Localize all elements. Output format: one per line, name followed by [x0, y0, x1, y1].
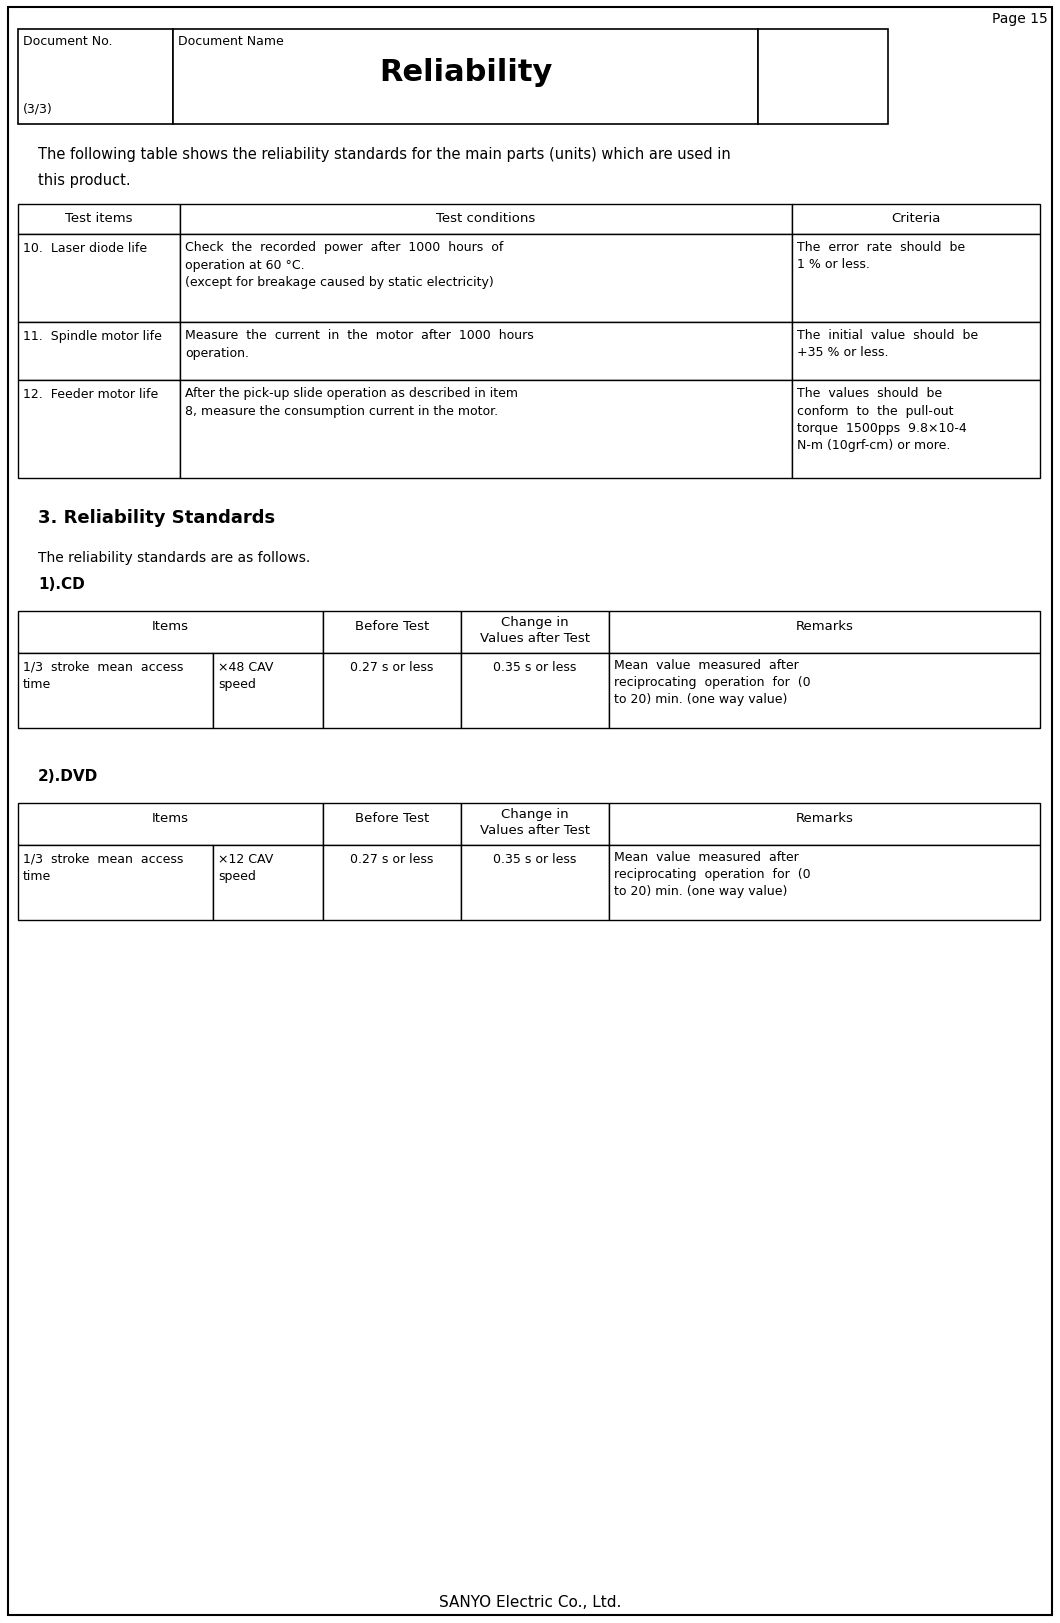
Text: Criteria: Criteria — [891, 213, 940, 226]
Bar — [18, 323, 180, 381]
Bar — [180, 235, 792, 323]
Text: 0.35 s or less: 0.35 s or less — [493, 661, 577, 674]
Bar — [792, 235, 1040, 323]
Bar — [18, 381, 180, 479]
Bar — [610, 654, 1040, 729]
Bar — [610, 612, 1040, 654]
Bar — [461, 803, 610, 846]
Text: 0.27 s or less: 0.27 s or less — [350, 852, 434, 865]
Text: Before Test: Before Test — [355, 620, 429, 633]
Text: The  values  should  be
conform  to  the  pull-out
torque  1500pps  9.8×10-4
N-m: The values should be conform to the pull… — [797, 386, 967, 453]
Bar — [461, 612, 610, 654]
Bar — [610, 803, 1040, 846]
Bar — [180, 381, 792, 479]
Text: 2).DVD: 2).DVD — [38, 769, 99, 784]
Bar — [213, 654, 323, 729]
Bar — [213, 846, 323, 920]
Bar — [18, 803, 323, 846]
Bar — [173, 29, 758, 125]
Text: The reliability standards are as follows.: The reliability standards are as follows… — [38, 550, 311, 565]
Text: 12.  Feeder motor life: 12. Feeder motor life — [23, 388, 158, 401]
Bar — [323, 846, 461, 920]
Bar — [18, 654, 213, 729]
Bar — [18, 235, 180, 323]
Text: Mean  value  measured  after
reciprocating  operation  for  (0
to 20) min. (one : Mean value measured after reciprocating … — [614, 659, 811, 704]
Text: Page 15: Page 15 — [992, 11, 1048, 26]
Text: 1).CD: 1).CD — [38, 576, 85, 592]
Text: 0.27 s or less: 0.27 s or less — [350, 661, 434, 674]
Bar — [792, 323, 1040, 381]
Text: 1/3  stroke  mean  access
time: 1/3 stroke mean access time — [23, 852, 183, 883]
Bar — [323, 803, 461, 846]
Bar — [180, 204, 792, 235]
Text: SANYO Electric Co., Ltd.: SANYO Electric Co., Ltd. — [439, 1594, 621, 1608]
Text: Items: Items — [152, 812, 189, 824]
Text: The  error  rate  should  be
1 % or less.: The error rate should be 1 % or less. — [797, 240, 965, 271]
Bar — [792, 204, 1040, 235]
Text: Change in
Values after Test: Change in Values after Test — [480, 808, 590, 837]
Text: 0.35 s or less: 0.35 s or less — [493, 852, 577, 865]
Bar — [758, 29, 888, 125]
Text: ×48 CAV
speed: ×48 CAV speed — [218, 661, 273, 691]
Text: ×12 CAV
speed: ×12 CAV speed — [218, 852, 273, 883]
Text: Document Name: Document Name — [178, 36, 284, 49]
Bar — [610, 846, 1040, 920]
Text: 1/3  stroke  mean  access
time: 1/3 stroke mean access time — [23, 661, 183, 691]
Bar — [323, 654, 461, 729]
Text: Remarks: Remarks — [796, 812, 853, 824]
Text: this product.: this product. — [38, 174, 130, 188]
Text: 10.  Laser diode life: 10. Laser diode life — [23, 242, 147, 255]
Text: After the pick-up slide operation as described in item
8, measure the consumptio: After the pick-up slide operation as des… — [186, 386, 518, 417]
Text: Mean  value  measured  after
reciprocating  operation  for  (0
to 20) min. (one : Mean value measured after reciprocating … — [614, 850, 811, 898]
Bar — [323, 612, 461, 654]
Text: The following table shows the reliability standards for the main parts (units) w: The following table shows the reliabilit… — [38, 148, 730, 162]
Text: Document No.: Document No. — [23, 36, 112, 49]
Text: Test conditions: Test conditions — [437, 213, 535, 226]
Text: 3. Reliability Standards: 3. Reliability Standards — [38, 508, 276, 527]
Bar — [180, 323, 792, 381]
Text: Items: Items — [152, 620, 189, 633]
Text: Reliability: Reliability — [378, 58, 552, 88]
Text: 11.  Spindle motor life: 11. Spindle motor life — [23, 329, 162, 342]
Text: Check  the  recorded  power  after  1000  hours  of
operation at 60 °C.
(except : Check the recorded power after 1000 hour… — [186, 240, 504, 289]
Text: Remarks: Remarks — [796, 620, 853, 633]
Text: The  initial  value  should  be
+35 % or less.: The initial value should be +35 % or les… — [797, 329, 978, 359]
Text: (3/3): (3/3) — [23, 102, 53, 115]
Bar — [792, 381, 1040, 479]
Text: Measure  the  current  in  the  motor  after  1000  hours
operation.: Measure the current in the motor after 1… — [186, 329, 534, 359]
Bar — [18, 612, 323, 654]
Text: Before Test: Before Test — [355, 812, 429, 824]
Text: Change in
Values after Test: Change in Values after Test — [480, 615, 590, 644]
Bar — [18, 204, 180, 235]
Bar — [18, 846, 213, 920]
Bar — [461, 846, 610, 920]
Bar — [461, 654, 610, 729]
Bar — [18, 29, 173, 125]
Text: Test items: Test items — [66, 213, 132, 226]
